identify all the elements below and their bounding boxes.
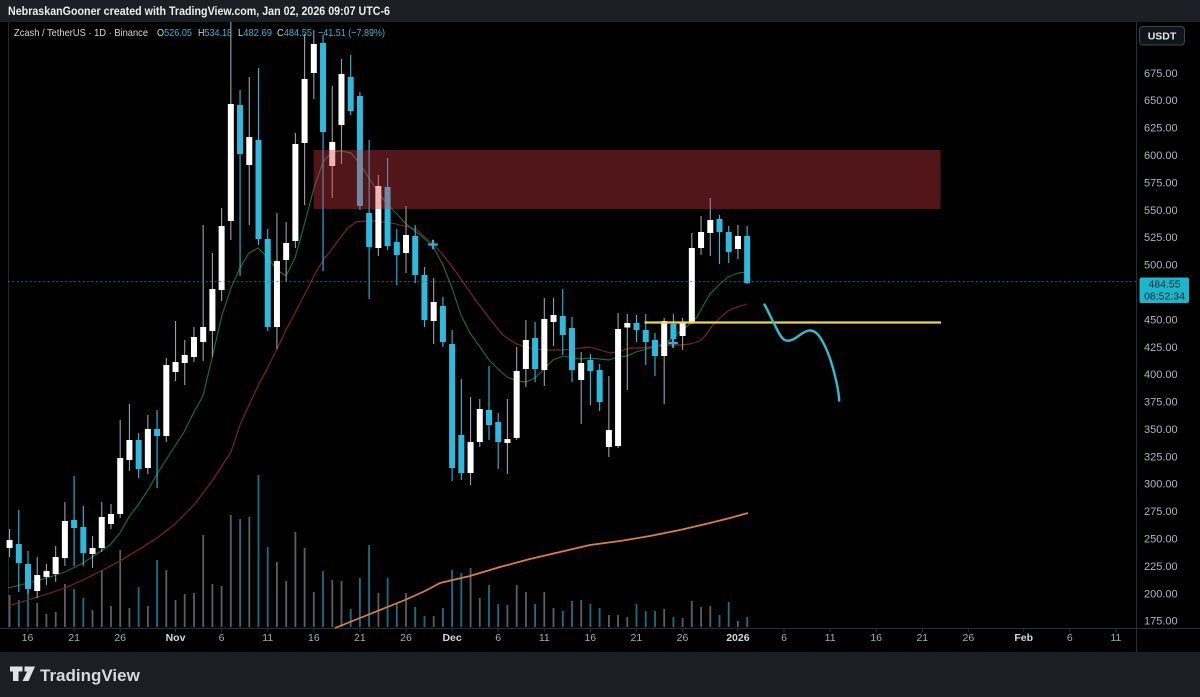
svg-text:500.00: 500.00 [1144, 260, 1178, 272]
svg-text:Feb: Feb [1014, 632, 1033, 644]
svg-text:6: 6 [219, 632, 225, 644]
svg-text:225.00: 225.00 [1144, 561, 1178, 573]
svg-text:Zcash / TetherUS · 1D · Binanc: Zcash / TetherUS · 1D · Binance [14, 27, 148, 39]
svg-text:275.00: 275.00 [1144, 506, 1178, 518]
svg-text:O526.05: O526.05 [157, 27, 192, 39]
svg-text:26: 26 [114, 632, 126, 644]
svg-text:350.00: 350.00 [1144, 424, 1178, 436]
svg-text:425.00: 425.00 [1144, 342, 1178, 354]
svg-text:TradingView: TradingView [40, 666, 141, 685]
svg-text:08:52:34: 08:52:34 [1144, 291, 1185, 303]
svg-text:450.00: 450.00 [1144, 314, 1178, 326]
svg-text:21: 21 [354, 632, 366, 644]
svg-text:525.00: 525.00 [1144, 232, 1178, 244]
svg-text:21: 21 [631, 632, 643, 644]
svg-text:16: 16 [308, 632, 320, 644]
svg-text:6: 6 [1067, 632, 1073, 644]
svg-text:484.55: 484.55 [1148, 279, 1180, 291]
svg-text:6: 6 [781, 632, 787, 644]
svg-text:6: 6 [495, 632, 501, 644]
svg-text:625.00: 625.00 [1144, 123, 1178, 135]
svg-text:26: 26 [400, 632, 412, 644]
svg-text:16: 16 [584, 632, 596, 644]
svg-text:11: 11 [825, 632, 836, 644]
svg-text:21: 21 [916, 632, 928, 644]
svg-text:675.00: 675.00 [1144, 68, 1178, 80]
svg-text:Dec: Dec [442, 632, 461, 644]
svg-text:16: 16 [22, 632, 34, 644]
svg-text:400.00: 400.00 [1144, 369, 1178, 381]
svg-text:325.00: 325.00 [1144, 451, 1178, 463]
svg-text:26: 26 [677, 632, 689, 644]
svg-text:H534.18: H534.18 [198, 27, 232, 39]
svg-text:300.00: 300.00 [1144, 479, 1178, 491]
svg-text:26: 26 [963, 632, 975, 644]
svg-text:575.00: 575.00 [1144, 177, 1178, 189]
svg-text:16: 16 [870, 632, 882, 644]
svg-text:NebraskanGooner created with T: NebraskanGooner created with TradingView… [8, 4, 390, 18]
svg-text:USDT: USDT [1148, 31, 1177, 43]
svg-text:11: 11 [539, 632, 550, 644]
svg-text:Nov: Nov [166, 632, 186, 644]
svg-text:11: 11 [262, 632, 273, 644]
svg-text:600.00: 600.00 [1144, 150, 1178, 162]
svg-text:550.00: 550.00 [1144, 205, 1178, 217]
svg-text:2026: 2026 [726, 632, 750, 644]
svg-text:250.00: 250.00 [1144, 534, 1178, 546]
svg-text:11: 11 [1110, 632, 1121, 644]
svg-text:650.00: 650.00 [1144, 95, 1178, 107]
svg-text:375.00: 375.00 [1144, 397, 1178, 409]
svg-text:21: 21 [68, 632, 80, 644]
svg-text:200.00: 200.00 [1144, 588, 1178, 600]
svg-text:−41.51 (−7.89%): −41.51 (−7.89%) [318, 27, 385, 39]
svg-text:L482.69: L482.69 [238, 27, 272, 39]
svg-text:175.00: 175.00 [1144, 616, 1178, 628]
svg-text:C484.55: C484.55 [277, 27, 312, 39]
